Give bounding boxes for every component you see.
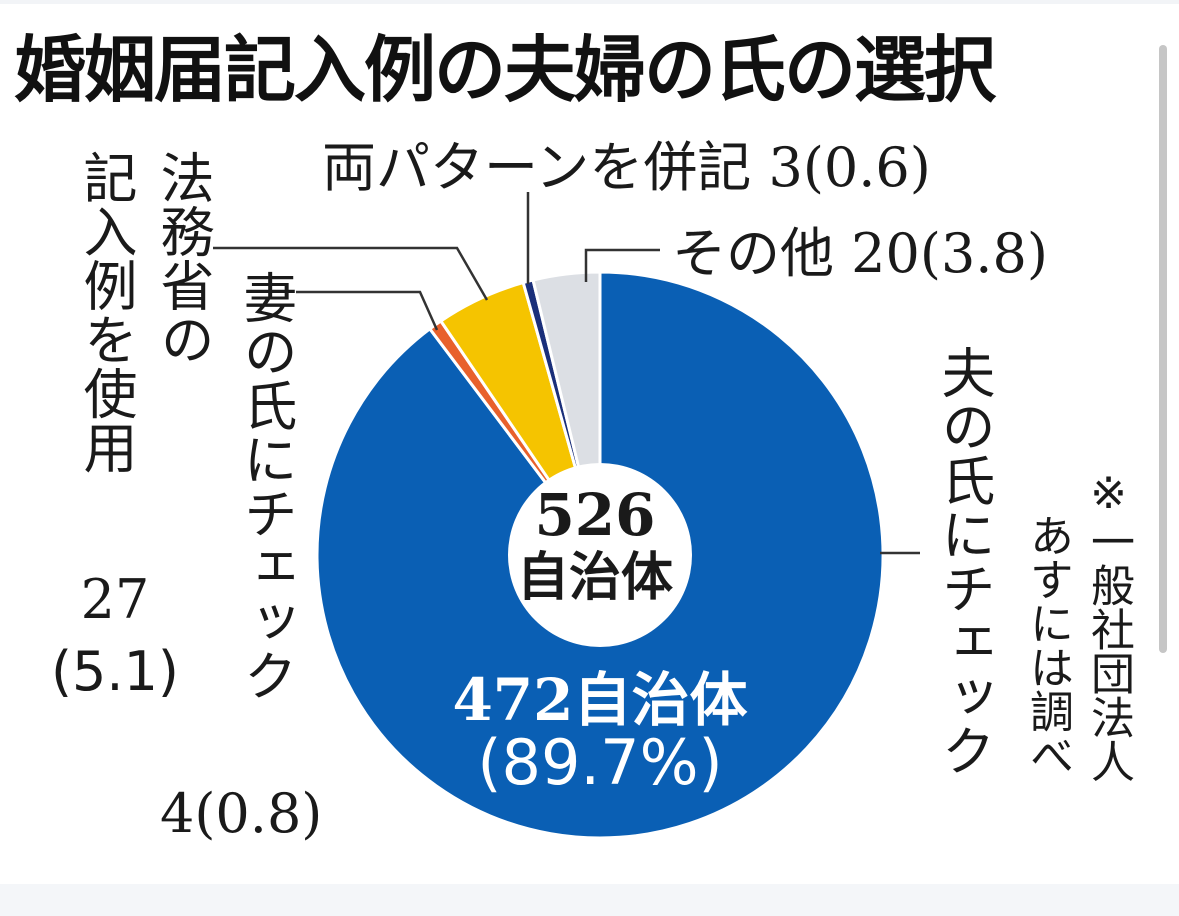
label-other-text: その他 — [672, 222, 834, 285]
leader-other — [584, 248, 660, 282]
bottom-band — [0, 884, 1179, 916]
husband-slice-count: 472自治体 — [452, 666, 748, 734]
label-both-text: 両パターンを併記 — [322, 136, 752, 199]
label-husband-text: 夫の氏にチェック — [932, 345, 995, 777]
top-edge — [0, 0, 1179, 4]
label-ministry-col1: 法務省の — [151, 150, 214, 366]
chart-title: 婚姻届記入例の夫婦の氏の選択 — [14, 28, 996, 112]
label-both: 両パターンを併記 3(0.6) — [322, 138, 931, 198]
husband-slice-pct: (89.7%) — [477, 726, 723, 799]
source-note-col1: ※一般社団法人 — [1083, 468, 1134, 783]
leader-ministry — [213, 246, 489, 301]
scrollbar[interactable] — [1159, 45, 1167, 653]
source-note-col2: あすには調べ — [1022, 513, 1073, 777]
label-other: その他 20(3.8) — [672, 224, 1048, 284]
center-total-unit: 自治体 — [516, 548, 673, 608]
label-wife-text: 妻の氏にチェック — [234, 270, 297, 702]
leader-wife — [296, 290, 439, 331]
donut-hole — [508, 463, 692, 647]
label-ministry-col2: 記入例を使用 — [74, 150, 137, 474]
label-ministry-pct: (5.1) — [50, 640, 179, 703]
label-ministry-value: 27 — [80, 568, 150, 631]
label-both-value: 3(0.6) — [768, 136, 931, 199]
center-total-count: 526 — [534, 481, 656, 549]
label-other-value: 20(3.8) — [851, 222, 1048, 285]
leader-lines — [213, 192, 920, 555]
label-wife-value: 4(0.8) — [160, 782, 323, 845]
